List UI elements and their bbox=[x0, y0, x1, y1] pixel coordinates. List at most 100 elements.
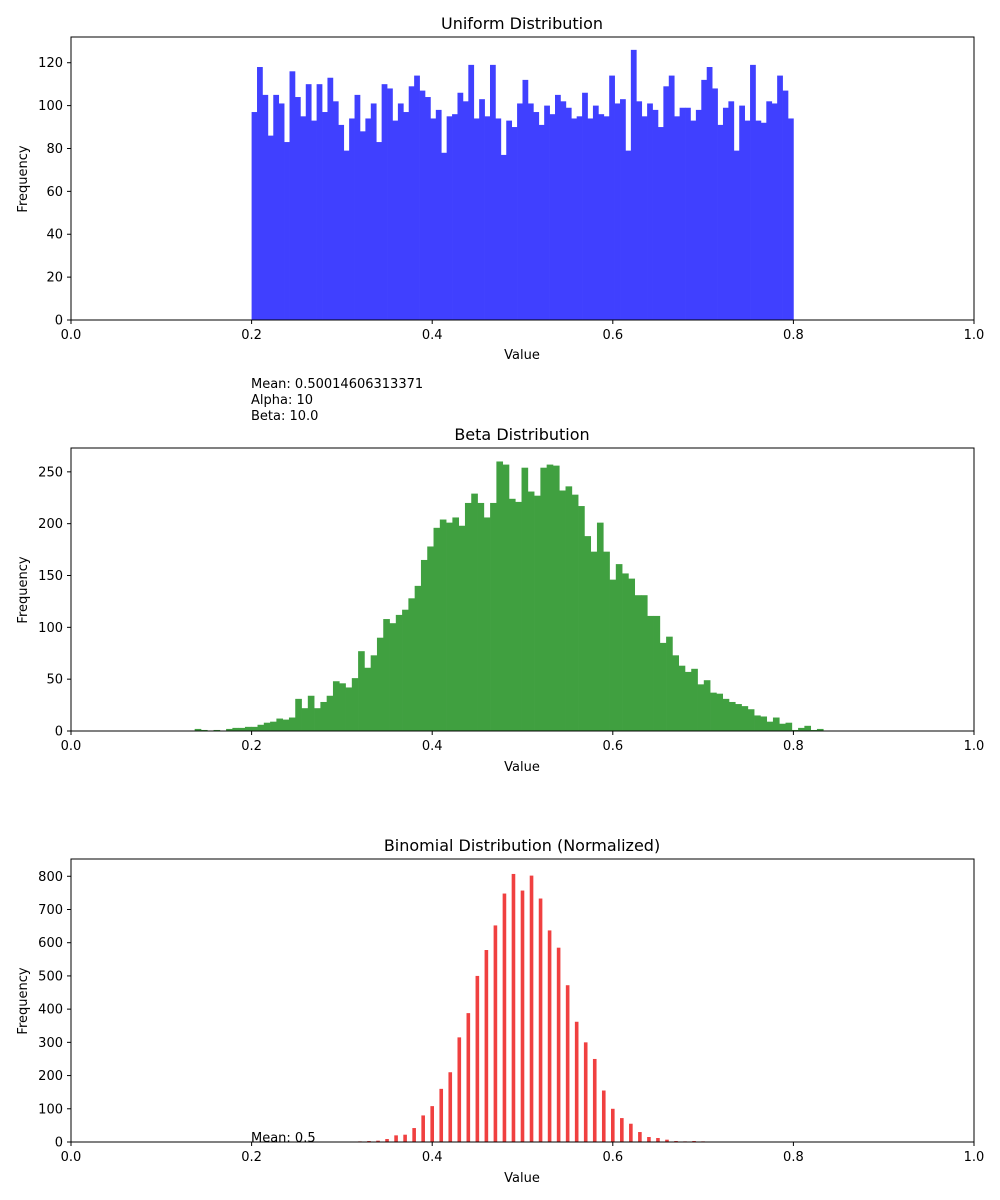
beta-bar bbox=[697, 684, 705, 731]
binomial-ytick-label: 400 bbox=[38, 1003, 63, 1018]
beta-bar bbox=[295, 698, 302, 731]
beta-bar bbox=[672, 655, 680, 731]
binomial-bar bbox=[376, 1140, 380, 1142]
beta-bar bbox=[332, 681, 340, 731]
uniform-ylabel: Frequency bbox=[16, 145, 31, 212]
binomial-axes-frame bbox=[70, 858, 975, 1143]
uniform-bar bbox=[511, 127, 518, 320]
beta-annotation-alpha: Alpha: 10 bbox=[251, 393, 313, 408]
beta-bar bbox=[810, 729, 818, 731]
uniform-bar bbox=[592, 105, 599, 320]
beta-bar bbox=[534, 495, 541, 731]
uniform-bar bbox=[636, 101, 643, 321]
beta-ytick-label: 0 bbox=[55, 725, 63, 740]
uniform-xtick-label: 0.0 bbox=[61, 328, 82, 343]
uniform-bar bbox=[706, 67, 713, 320]
beta-bar bbox=[791, 729, 799, 731]
beta-bar bbox=[420, 559, 428, 731]
beta-ytick-label: 50 bbox=[46, 673, 63, 688]
beta-bar bbox=[653, 615, 661, 731]
beta-annotations: Mean: 0.50014606313371 Alpha: 10 Beta: 1… bbox=[251, 377, 423, 424]
beta-bar bbox=[571, 494, 579, 731]
beta-bar bbox=[785, 722, 793, 731]
beta-bar bbox=[307, 695, 315, 731]
beta-bar bbox=[798, 727, 805, 731]
binomial-bar bbox=[439, 1088, 444, 1142]
beta-bar bbox=[578, 506, 585, 731]
beta-bar bbox=[408, 598, 416, 731]
uniform-bar bbox=[679, 107, 686, 320]
beta-bar bbox=[458, 525, 466, 731]
uniform-bar bbox=[663, 86, 670, 320]
binomial-bar bbox=[529, 875, 534, 1142]
beta-bar bbox=[270, 721, 277, 731]
beta-bar bbox=[376, 637, 384, 731]
beta-bar bbox=[200, 729, 208, 731]
uniform-bar bbox=[609, 75, 615, 320]
uniform-bar bbox=[359, 131, 366, 320]
uniform-bars bbox=[251, 49, 794, 321]
binomial-ytick-label: 0 bbox=[55, 1136, 63, 1151]
binomial-xtick-label: 0.8 bbox=[783, 1150, 804, 1165]
uniform-axes-frame bbox=[70, 36, 975, 321]
binomial-bar bbox=[601, 1090, 606, 1142]
uniform-bar bbox=[251, 112, 258, 321]
beta-bar bbox=[640, 595, 648, 731]
uniform-bar bbox=[273, 94, 280, 321]
beta-bar bbox=[779, 723, 786, 731]
binomial-bar bbox=[547, 930, 552, 1142]
uniform-bar bbox=[598, 114, 605, 320]
uniform-bar bbox=[701, 79, 708, 320]
beta-bar bbox=[395, 614, 403, 731]
beta-bar bbox=[490, 502, 497, 731]
binomial-bar bbox=[656, 1138, 660, 1142]
beta-bar bbox=[666, 636, 673, 731]
binomial-bar bbox=[556, 947, 561, 1142]
uniform-bar bbox=[419, 90, 426, 321]
beta-bar bbox=[345, 687, 353, 731]
binomial-bar bbox=[475, 975, 480, 1142]
uniform-bar bbox=[343, 150, 350, 320]
uniform-xtick-label: 1.0 bbox=[964, 328, 985, 343]
beta-bar bbox=[766, 721, 774, 731]
beta-bar bbox=[483, 517, 491, 731]
uniform-bar bbox=[376, 142, 382, 320]
uniform-ytick-label: 0 bbox=[55, 314, 63, 329]
binomial-bar bbox=[629, 1123, 633, 1142]
binomial-bar bbox=[412, 1128, 416, 1142]
beta-annotation-beta: Beta: 10.0 bbox=[251, 409, 318, 424]
uniform-bar bbox=[739, 105, 745, 320]
binomial-title: Binomial Distribution (Normalized) bbox=[384, 836, 660, 855]
beta-annotation-mean: Mean: 0.50014606313371 bbox=[251, 377, 423, 392]
uniform-bar bbox=[294, 97, 301, 320]
uniform-bar bbox=[533, 112, 540, 321]
uniform-bar bbox=[316, 84, 323, 321]
beta-bar bbox=[565, 486, 573, 731]
beta-bar bbox=[320, 701, 328, 731]
beta-bar bbox=[584, 536, 592, 731]
binomial-bar bbox=[583, 1042, 588, 1142]
binomial-panel: Binomial Distribution (Normalized) 0.0 0.… bbox=[16, 836, 984, 1186]
binomial-xtick-label: 1.0 bbox=[964, 1150, 985, 1165]
uniform-bar bbox=[479, 99, 485, 320]
binomial-axes: 0.0 0.2 0.4 0.6 0.8 1.0 0 100 200 300 400 500 600 700… bbox=[38, 858, 985, 1165]
uniform-bar bbox=[289, 71, 296, 320]
uniform-bar bbox=[782, 90, 789, 321]
uniform-xtick-label: 0.6 bbox=[602, 328, 623, 343]
beta-ytick-label: 200 bbox=[38, 517, 63, 532]
binomial-bar bbox=[592, 1058, 597, 1142]
uniform-bar bbox=[744, 120, 751, 320]
binomial-xtick-label: 0.2 bbox=[241, 1150, 262, 1165]
beta-bar bbox=[402, 609, 409, 731]
beta-bar bbox=[232, 727, 240, 731]
uniform-bar bbox=[506, 120, 513, 320]
binomial-bar bbox=[538, 898, 543, 1142]
uniform-bar bbox=[603, 116, 610, 320]
uniform-bar bbox=[446, 116, 453, 320]
beta-bar bbox=[728, 701, 736, 731]
binomial-bar bbox=[502, 893, 507, 1142]
uniform-bar bbox=[722, 107, 729, 320]
uniform-bar bbox=[397, 103, 404, 320]
beta-bar bbox=[515, 501, 522, 731]
